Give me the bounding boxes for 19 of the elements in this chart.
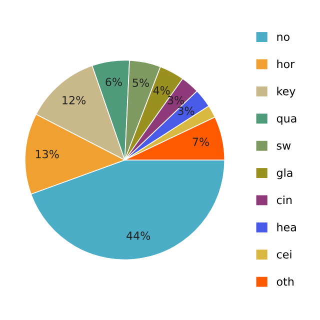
data-label: 4% [153, 86, 170, 95]
legend-label: gla [276, 168, 292, 180]
legend-label: hor [277, 60, 295, 68]
legend-label: qua [276, 116, 296, 125]
legend-label: no [277, 34, 290, 41]
legend-label: hea [277, 222, 296, 232]
data-label: 7% [192, 138, 209, 146]
data-label: 13% [36, 150, 59, 158]
legend-label: cei [276, 250, 292, 259]
data-label: 5% [132, 78, 149, 87]
legend-label: cin [276, 196, 292, 204]
data-label: 3% [178, 106, 194, 116]
data-label: 44% [126, 232, 150, 240]
legend-label: sw [276, 143, 291, 150]
legend-label: key [277, 86, 296, 98]
data-label: 12% [62, 96, 86, 104]
data-label: 6% [106, 78, 122, 86]
legend-label: oth [276, 277, 294, 286]
data-label: 3% [168, 96, 184, 104]
